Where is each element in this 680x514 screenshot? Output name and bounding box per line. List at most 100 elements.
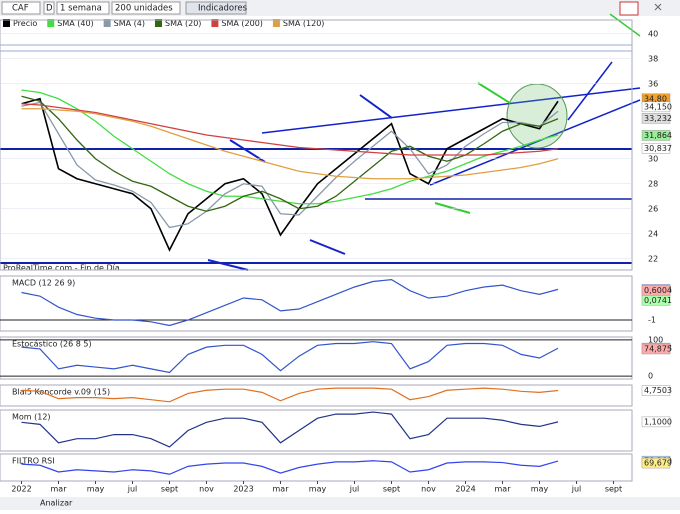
toolbar: CAF D 1 semana 200 unidades Indicadores bbox=[0, 0, 680, 16]
legend-swatch bbox=[272, 19, 280, 27]
panel-frame bbox=[0, 453, 633, 482]
arrow bbox=[309, 239, 346, 255]
price-label: 1,1000 bbox=[644, 417, 672, 426]
arrow bbox=[207, 259, 249, 271]
legend-swatch bbox=[154, 19, 162, 27]
period[interactable]: 1 semana bbox=[60, 4, 102, 14]
annotations bbox=[0, 13, 641, 271]
indicator-line bbox=[21, 387, 559, 403]
price-label: 31,864 bbox=[644, 131, 672, 140]
trend-line bbox=[261, 87, 641, 134]
indicators[interactable]: Indicadores bbox=[198, 4, 248, 14]
arrow bbox=[609, 13, 641, 37]
price-label-bg bbox=[641, 385, 671, 396]
footer-bg bbox=[0, 497, 680, 510]
source: ProRealTime.com - Fin de Día bbox=[3, 264, 120, 273]
period-box[interactable] bbox=[56, 1, 110, 15]
x-tick-label: may bbox=[309, 485, 327, 494]
panel-frame bbox=[0, 275, 633, 332]
x-tick-label: may bbox=[87, 485, 105, 494]
period-letter[interactable]: D bbox=[46, 4, 53, 14]
symbol[interactable]: CAF bbox=[12, 4, 29, 14]
price-label: 34,150 bbox=[644, 102, 672, 111]
x-tick-label: mar bbox=[273, 485, 290, 494]
indicator-line bbox=[21, 279, 559, 327]
series-line bbox=[21, 95, 559, 212]
price-label-bg bbox=[641, 295, 671, 306]
legend-label: SMA (20) bbox=[165, 19, 201, 28]
legend-swatch bbox=[3, 19, 10, 27]
x-tick-label: mar bbox=[495, 485, 512, 494]
y-tick-label: 40 bbox=[648, 29, 658, 38]
x-tick-label: sept bbox=[605, 485, 622, 494]
panel-frame bbox=[0, 19, 633, 271]
price-label-bg bbox=[641, 113, 671, 124]
price-label-bg bbox=[641, 457, 671, 469]
analyze-button[interactable]: Analizar bbox=[40, 499, 73, 508]
series-line bbox=[21, 108, 559, 180]
indicator-line bbox=[21, 460, 559, 475]
x-tick-label: may bbox=[531, 485, 549, 494]
arrow bbox=[359, 94, 393, 119]
panel-title: FILTRO RSI bbox=[12, 457, 55, 466]
price-label: 34,80 bbox=[644, 94, 667, 103]
panel-frame bbox=[0, 336, 633, 380]
y-tick-label: 28 bbox=[648, 179, 658, 188]
legend-swatch bbox=[211, 19, 219, 27]
indicators-button[interactable] bbox=[185, 1, 247, 15]
x-tick-label: jul bbox=[349, 485, 360, 494]
x-tick-label: 2023 bbox=[233, 485, 253, 494]
legend-label: SMA (120) bbox=[283, 19, 325, 28]
panel-title: Mom (12) bbox=[12, 413, 51, 422]
x-tick-label: 2022 bbox=[11, 485, 31, 494]
legend-label: SMA (4) bbox=[114, 19, 145, 28]
y-tick-label: 100 bbox=[648, 335, 663, 344]
arrow bbox=[567, 61, 613, 121]
highlight-circle bbox=[506, 83, 568, 149]
series-line bbox=[21, 103, 559, 156]
series-line bbox=[21, 97, 559, 252]
units-box[interactable] bbox=[111, 1, 181, 15]
trend-line bbox=[429, 99, 641, 186]
price-label-bg bbox=[641, 130, 671, 141]
units[interactable]: 200 unidades bbox=[115, 4, 173, 14]
legend-label: SMA (40) bbox=[57, 19, 93, 28]
y-tick-label: -1 bbox=[648, 316, 656, 325]
x-tick-label: nov bbox=[421, 485, 436, 494]
indicator-line bbox=[21, 341, 559, 374]
panel-frame bbox=[0, 409, 633, 452]
y-tick-label: 36 bbox=[648, 79, 658, 88]
y-tick-label: 0 bbox=[648, 372, 653, 381]
arrow bbox=[434, 202, 471, 214]
x-tick-label: jul bbox=[127, 485, 138, 494]
x-tick-label: jul bbox=[571, 485, 582, 494]
series-line bbox=[21, 101, 559, 229]
y-tick-label: 30 bbox=[648, 154, 658, 163]
y-tick-label: 24 bbox=[648, 229, 658, 238]
period-letter-box[interactable] bbox=[43, 1, 55, 15]
y-tick-label: 22 bbox=[648, 254, 658, 263]
y-tick-label: 26 bbox=[648, 204, 658, 213]
x-tick-label: mar bbox=[51, 485, 68, 494]
price-label: 30,837 bbox=[644, 144, 672, 153]
arrow bbox=[477, 82, 511, 104]
legend-label: Precio bbox=[13, 19, 37, 28]
price-label: 4,7503 bbox=[644, 386, 672, 395]
price-label: 0,6004 bbox=[644, 286, 672, 295]
x-tick-label: sept bbox=[383, 485, 400, 494]
alert-button[interactable] bbox=[619, 1, 639, 16]
legend-label: SMA (200) bbox=[221, 19, 263, 28]
close-icon[interactable] bbox=[654, 3, 662, 11]
price-label: 33,232 bbox=[644, 114, 672, 123]
price-label: 69,679 bbox=[644, 459, 672, 468]
series-line bbox=[21, 89, 559, 205]
legend-swatch bbox=[47, 19, 55, 27]
indicator-line bbox=[21, 411, 559, 448]
price-label: 74,875 bbox=[644, 344, 672, 353]
price-label: 0,0741 bbox=[644, 296, 672, 305]
panel-title: Estocástico (26 8 5) bbox=[12, 340, 92, 349]
panel-frame bbox=[0, 384, 633, 407]
panel-title: Blai5 Koncorde v.09 (15) bbox=[12, 388, 110, 397]
symbol-box[interactable] bbox=[1, 1, 41, 15]
